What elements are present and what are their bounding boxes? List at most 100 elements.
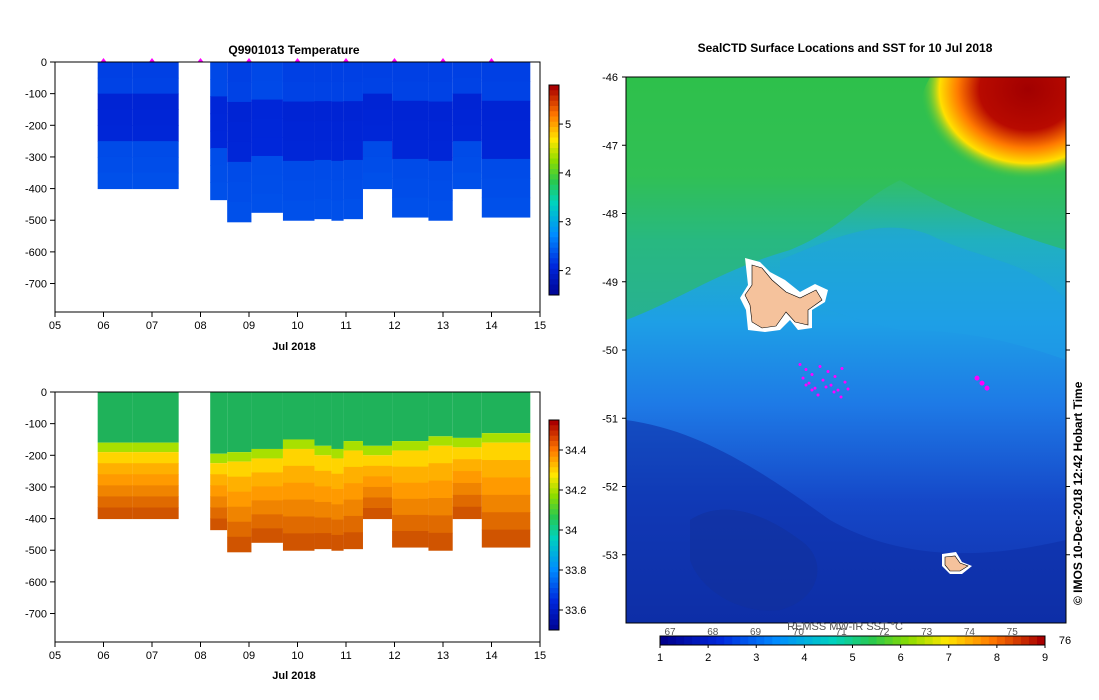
seal-location-point <box>821 378 825 382</box>
salinity-profile-cell <box>251 500 283 515</box>
temperature-profile-cell <box>97 93 133 110</box>
salinity-upper-layer <box>227 392 252 453</box>
seal-location-point <box>807 381 811 385</box>
temperature-profile-cell <box>428 141 453 162</box>
salinity-x-axis: 05 06 07 08 09 10 11 12 13 14 15 <box>49 642 546 662</box>
salinity-profile-cell <box>331 534 344 551</box>
colorbar-step <box>549 279 559 285</box>
salinity-profile-cell <box>210 463 228 475</box>
sst-colorbar-step <box>844 636 853 645</box>
colorbar-step <box>549 106 559 112</box>
temperature-profile-cell <box>343 179 363 200</box>
x-tick-label: 11 <box>340 320 351 332</box>
salinity-profile-cell <box>314 470 332 487</box>
seal-location-point <box>974 375 980 381</box>
colorbar-step <box>549 90 559 96</box>
temperature-profile-cell <box>132 172 179 190</box>
salinity-profile-cell <box>452 482 482 496</box>
temperature-profile-cell <box>97 141 133 158</box>
temperature-profile-cell <box>452 62 482 79</box>
salinity-profile-cell <box>210 474 228 486</box>
colorbar-step <box>549 483 559 489</box>
salinity-profile-cell <box>132 485 179 497</box>
seal-location-point <box>846 387 850 391</box>
salinity-profile-cell <box>343 515 363 533</box>
x-tick-label: 10 <box>291 650 303 662</box>
sst-colorbar-upper-label: 75 <box>1007 627 1019 638</box>
salinity-profile-cell <box>481 512 531 531</box>
temperature-profile-cell <box>428 200 453 221</box>
temperature-profile-cell <box>227 141 252 163</box>
temperature-profile-cell <box>481 139 531 160</box>
temperature-profile-cell <box>392 120 429 141</box>
temperature-profile-cell <box>314 62 332 83</box>
salinity-profile-cell <box>282 499 315 517</box>
temperature-profile-cell <box>392 178 429 199</box>
seal-location-point <box>829 383 833 387</box>
sst-colorbar-step <box>924 636 934 645</box>
salinity-upper-layer <box>331 392 344 449</box>
seal-location-point <box>804 383 808 387</box>
temperature-profile-cell <box>97 109 133 126</box>
temperature-profile-cell <box>343 120 363 141</box>
temperature-profile-cell <box>97 172 133 190</box>
temperature-profile-cell <box>132 77 179 95</box>
map-lat-axis: -46 -47 -48 -49 -50 -51 -52 -53 <box>602 72 1070 562</box>
temperature-profile-cell <box>331 101 344 122</box>
temperature-profile-cell <box>314 179 332 200</box>
temperature-profile-cell <box>481 81 531 102</box>
salinity-transition-layer <box>282 439 315 449</box>
colorbar-step <box>549 567 559 573</box>
salinity-profile-cell <box>227 491 252 508</box>
colorbar-tick-label: 5 <box>565 119 571 131</box>
colorbar-step <box>549 195 559 201</box>
colorbar-step <box>549 430 559 437</box>
colorbar-step <box>549 467 559 473</box>
lat-tick-label: -52 <box>602 482 618 494</box>
salinity-profile-cell <box>97 474 133 486</box>
seal-location-point <box>810 388 814 392</box>
temperature-profile-cell <box>210 96 228 115</box>
seal-location-point <box>839 395 843 399</box>
salinity-upper-layer <box>210 392 228 454</box>
temperature-profile-cell <box>481 120 531 141</box>
salinity-profile-cell <box>392 530 429 548</box>
salinity-profile-cell <box>282 533 315 551</box>
sst-colorbar-step <box>812 636 821 645</box>
salinity-profile-cell <box>362 497 393 509</box>
temperature-profile-cell <box>481 178 531 199</box>
salinity-profile-cell <box>392 498 429 516</box>
sst-colorbar-step <box>868 636 878 645</box>
lat-tick-label: -50 <box>602 345 618 357</box>
temperature-profile-cell <box>210 165 228 183</box>
sst-colorbar-step <box>780 636 789 645</box>
salinity-profile-cell <box>314 486 332 503</box>
temperature-profile-cell <box>428 121 453 142</box>
sst-colorbar-upper-label: 71 <box>836 627 848 638</box>
colorbar-step <box>549 577 559 584</box>
sst-colorbar-step <box>1036 636 1046 645</box>
temperature-profile-cell <box>392 62 429 82</box>
salinity-profile-cell <box>227 536 252 553</box>
temperature-profile-cell <box>392 158 429 179</box>
colorbar-tick-label: 34.4 <box>565 445 586 457</box>
salinity-profiles <box>97 392 531 553</box>
temperature-profile-cell <box>343 81 363 102</box>
surface-marker <box>246 58 252 62</box>
colorbar-step <box>549 116 559 123</box>
y-tick-label: -200 <box>25 450 47 462</box>
colorbar-step <box>549 624 559 631</box>
temperature-x-label: Jul 2018 <box>272 341 315 353</box>
salinity-upper-layer <box>97 392 133 443</box>
colorbar-step <box>549 493 559 500</box>
temperature-profile-cell <box>282 101 315 122</box>
salinity-profile-cell <box>97 463 133 475</box>
salinity-transition-layer <box>251 448 283 459</box>
salinity-upper-layer <box>314 392 332 446</box>
temperature-profile-cell <box>481 100 531 121</box>
colorbar-tick-label: 4 <box>565 168 571 180</box>
salinity-profile-cell <box>343 483 363 501</box>
colorbar-step <box>549 242 559 249</box>
colorbar-step <box>549 190 559 196</box>
